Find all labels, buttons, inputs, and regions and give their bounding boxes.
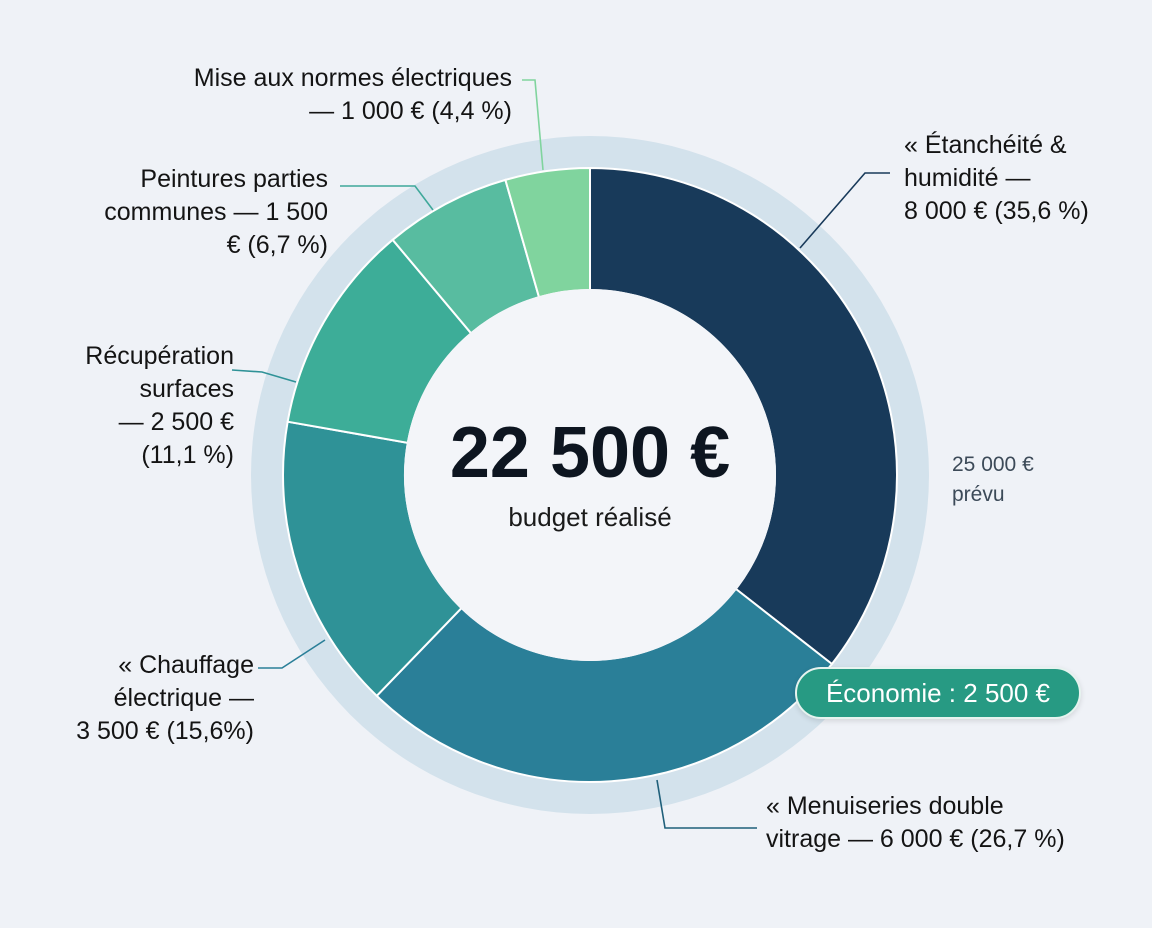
label-line: vitrage — 6 000 € (26,7 %) — [766, 825, 1065, 853]
slice-label-peintures: Peintures parties communes — 1 500 € (6,… — [104, 163, 328, 262]
leader-line-etancheite — [799, 172, 890, 249]
slice-label-etancheite: « Étanchéité & humidité — 8 000 € (35,6 … — [904, 129, 1089, 228]
label-line: humidité — — [904, 164, 1031, 192]
label-line: € (6,7 %) — [226, 231, 328, 259]
label-line: (11,1 %) — [141, 441, 234, 469]
label-line: communes — 1 500 — [104, 198, 328, 226]
label-line: — 2 500 € — [118, 408, 234, 436]
planned-amount: 25 000 € — [952, 453, 1034, 476]
label-line: Mise aux normes électriques — [193, 64, 512, 92]
label-line: — 1 000 € (4,4 %) — [309, 97, 512, 125]
slice-label-mise-aux-normes: Mise aux normes électriques — 1 000 € (4… — [194, 62, 512, 128]
donut-hole — [404, 289, 776, 661]
savings-badge: Économie : 2 500 € — [795, 667, 1081, 719]
center-total-label: budget réalisé — [508, 502, 672, 532]
label-line: électrique — — [113, 684, 254, 712]
leader-line-chauffage — [258, 639, 326, 669]
slice-label-chauffage: « Chauffage électrique — 3 500 € (15,6%) — [76, 649, 254, 748]
planned-budget-label: 25 000 € prévu — [952, 450, 1034, 510]
leader-line-menuiseries — [656, 779, 757, 829]
label-line: 3 500 € (15,6%) — [76, 717, 254, 745]
slice-label-menuiseries: « Menuiseries double vitrage — 6 000 € (… — [766, 790, 1065, 856]
label-line: surfaces — [139, 375, 234, 403]
center-total-value: 22 500 € — [449, 413, 731, 493]
leader-line-peintures — [340, 185, 434, 211]
label-line: « Étanchéité & — [904, 131, 1067, 159]
leader-line-mise-aux-normes — [522, 79, 544, 171]
label-line: 8 000 € (35,6 %) — [904, 197, 1089, 225]
label-line: « Chauffage — [118, 651, 254, 679]
planned-caption: prévu — [952, 483, 1005, 506]
slice-label-recuperation: Récupération surfaces — 2 500 € (11,1 %) — [85, 340, 234, 472]
label-line: Peintures parties — [140, 165, 328, 193]
label-line: Récupération — [85, 342, 234, 370]
label-line: « Menuiseries double — [766, 792, 1004, 820]
leader-line-recuperation — [231, 369, 297, 383]
